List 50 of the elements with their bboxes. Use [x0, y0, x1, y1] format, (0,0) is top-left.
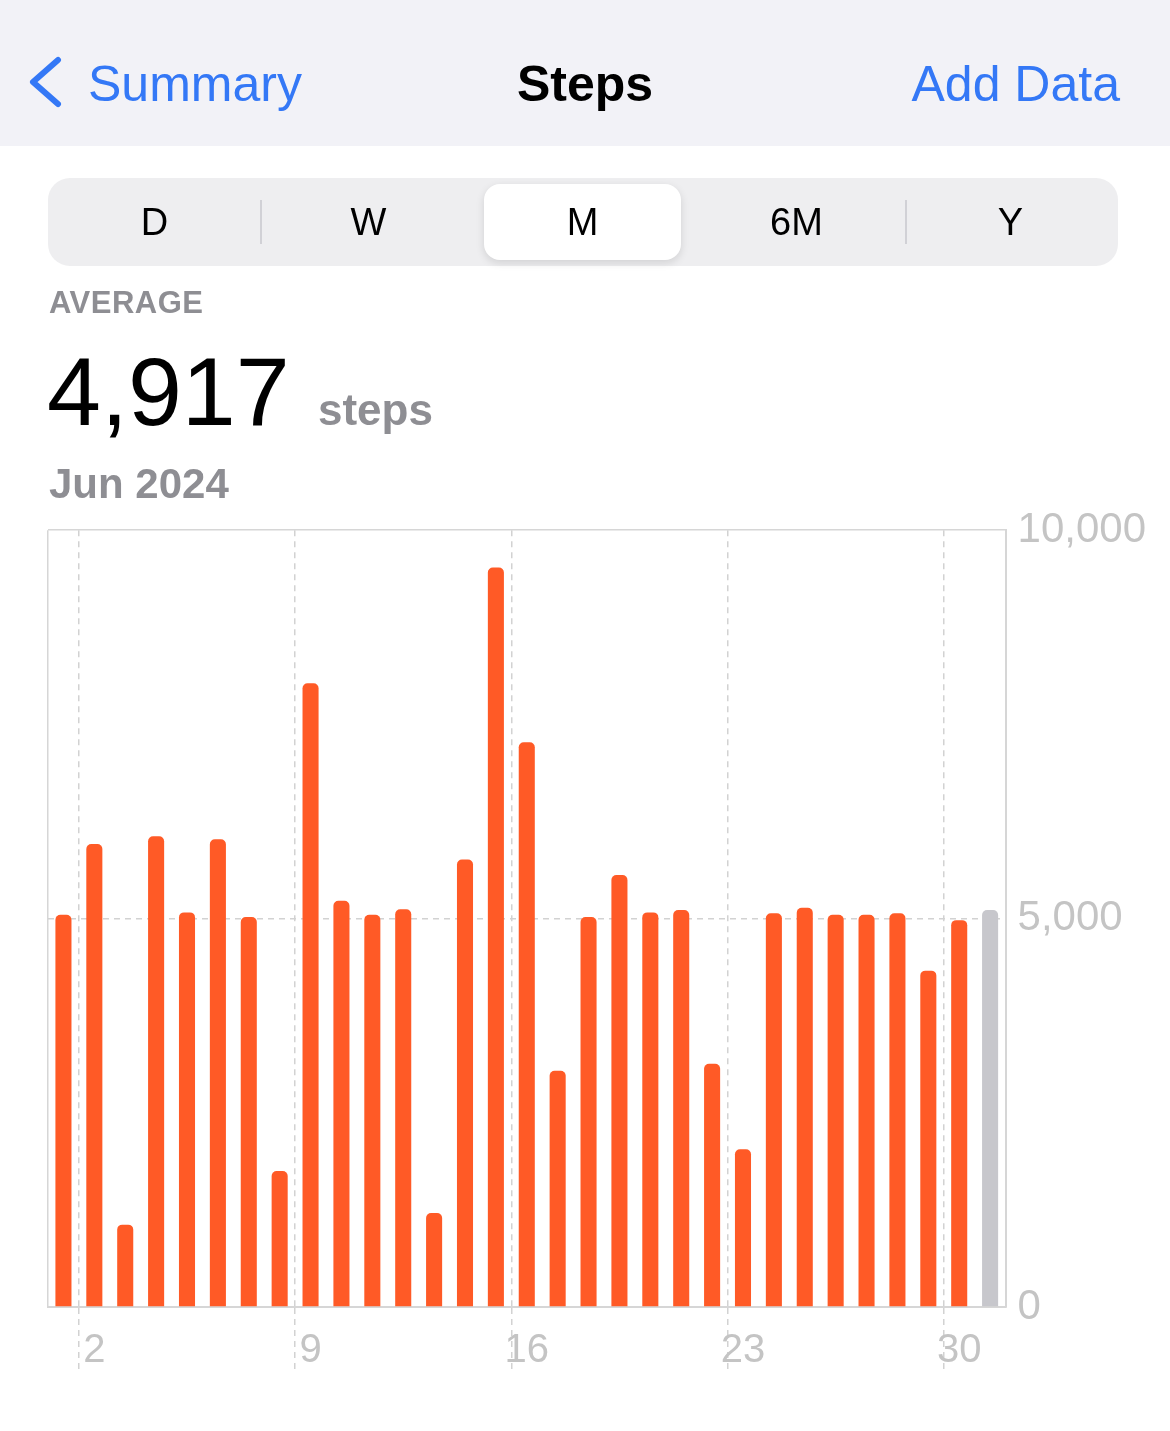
bar	[518, 742, 535, 1307]
bar	[240, 917, 257, 1307]
bar	[858, 914, 875, 1307]
bar	[86, 844, 103, 1307]
text: D	[139, 200, 170, 245]
y-tick-label: 5,000	[1017, 892, 1123, 940]
bar	[673, 910, 690, 1307]
bar	[178, 912, 196, 1307]
bar	[456, 859, 474, 1307]
y-tick-label: 10,000	[1017, 503, 1147, 551]
y-tick-label: 0	[1017, 1280, 1041, 1328]
bar	[796, 907, 813, 1307]
bar	[704, 1063, 721, 1307]
text: steps	[318, 385, 433, 434]
bar	[395, 909, 412, 1307]
text: AVERAGE	[49, 285, 204, 320]
bar	[642, 912, 659, 1307]
bar	[364, 914, 381, 1307]
bar	[271, 1171, 288, 1307]
bar	[734, 1149, 752, 1307]
text: W	[349, 200, 388, 245]
bar	[765, 913, 782, 1307]
bar	[827, 914, 844, 1307]
text: Jun 2024	[49, 460, 229, 507]
x-tick-label: 9	[299, 1326, 322, 1371]
text: 6M	[769, 200, 824, 245]
text: Y	[996, 200, 1025, 245]
bar	[55, 914, 72, 1307]
chart-title: Steps	[516, 56, 654, 112]
bar	[487, 567, 504, 1307]
x-tick-label: 2	[83, 1326, 106, 1371]
bar	[117, 1224, 134, 1307]
bar	[951, 920, 968, 1307]
bar	[209, 839, 226, 1307]
bar	[889, 913, 906, 1307]
bar	[333, 900, 350, 1307]
bar	[920, 970, 937, 1307]
bar	[148, 836, 165, 1307]
bar	[426, 1213, 443, 1307]
text: M	[484, 184, 681, 260]
bar	[611, 875, 628, 1307]
bar	[302, 683, 319, 1307]
text: Add Data	[911, 56, 1120, 112]
bar	[580, 917, 597, 1307]
bar	[549, 1070, 566, 1307]
x-tick-label: 16	[504, 1326, 550, 1371]
x-tick-label: 30	[936, 1326, 982, 1371]
text: 4,917	[47, 337, 290, 446]
text: Summary	[88, 56, 302, 112]
x-tick-label: 23	[720, 1326, 766, 1371]
